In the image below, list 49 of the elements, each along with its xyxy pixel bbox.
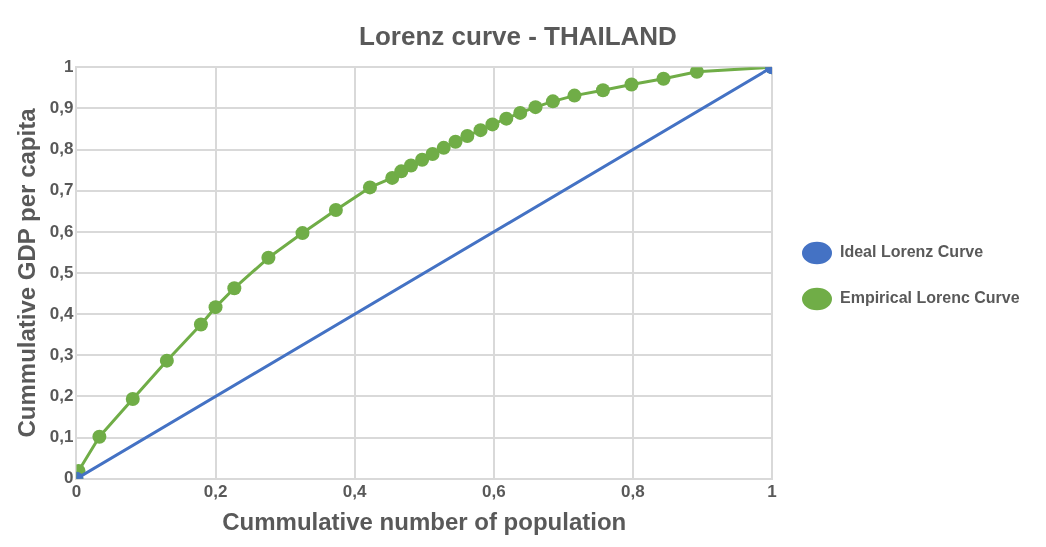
y-tick-label: 1: [63, 56, 74, 76]
x-axis-title: Cummulative number of population: [222, 508, 627, 536]
y-tick-label: 0,4: [49, 303, 74, 323]
x-tick-label: 0,2: [203, 481, 228, 501]
point: [328, 203, 343, 218]
point: [227, 281, 242, 296]
point: [624, 77, 639, 92]
y-tick-label: 0,5: [49, 262, 74, 282]
point: [485, 117, 500, 132]
point: [595, 83, 610, 98]
x-tick-label: 1: [767, 481, 777, 501]
point: [545, 94, 560, 109]
y-tick-label: 0,1: [49, 427, 74, 447]
y-tick-label: 0,9: [49, 98, 74, 118]
point: [473, 123, 488, 138]
point: [425, 147, 440, 162]
point: [528, 100, 543, 115]
point: [193, 317, 208, 332]
point: [362, 180, 377, 195]
y-tick-label: 0,3: [49, 345, 74, 365]
point: [436, 140, 451, 155]
point: [404, 158, 418, 173]
y-tick-label: 0,7: [49, 180, 74, 200]
point: [689, 67, 704, 79]
point: [656, 71, 671, 86]
point: [513, 105, 528, 120]
y-tick-label: 0,6: [49, 221, 74, 241]
x-tick-label: 0,8: [621, 481, 645, 501]
y-tick-label: 0: [63, 468, 74, 488]
legend-label: Empirical Lorenc Curve: [840, 289, 1020, 307]
y-tick-label: 0,2: [49, 386, 74, 406]
legend-label: Ideal Lorenz Curve: [840, 243, 984, 261]
y-axis-title: Cummulative GDP per capita: [13, 107, 41, 438]
point: [499, 111, 514, 126]
x-tick-label: 0,6: [481, 481, 506, 501]
point: [295, 226, 310, 241]
point: [261, 250, 276, 265]
point: [92, 429, 107, 444]
point: [385, 170, 400, 185]
y-tick-label: 0,8: [49, 139, 74, 159]
chart-title: Lorenz curve - THAILAND: [359, 20, 677, 51]
point: [567, 88, 582, 103]
point: [415, 152, 430, 167]
point: [159, 353, 174, 368]
point: [448, 134, 463, 149]
x-tick-label: 0,4: [342, 481, 368, 501]
point: [125, 391, 140, 406]
point: [208, 300, 223, 315]
point: [460, 128, 475, 143]
